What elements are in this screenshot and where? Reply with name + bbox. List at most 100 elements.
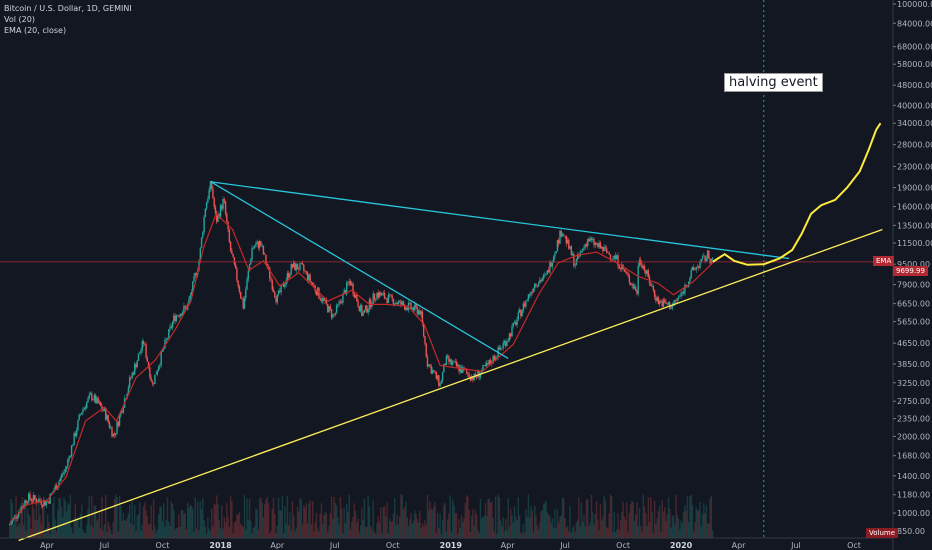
price-axis[interactable]: 850.00 1000.00 1180.00 1400.00 1680.00 2000.0… bbox=[892, 0, 932, 550]
candle-body bbox=[583, 247, 585, 249]
volume-bar bbox=[137, 514, 140, 538]
candle-body bbox=[319, 298, 321, 300]
candle-body bbox=[151, 381, 154, 384]
candle-body bbox=[563, 234, 565, 236]
volume-bar bbox=[391, 521, 393, 538]
volume-bar bbox=[97, 518, 99, 538]
volume-bar bbox=[700, 526, 703, 538]
candle-body bbox=[98, 402, 101, 404]
candle-body bbox=[441, 372, 444, 381]
candle-body bbox=[49, 493, 51, 504]
cyan-trendline bbox=[210, 181, 509, 359]
volume-bar bbox=[208, 528, 210, 538]
candle-body bbox=[585, 244, 588, 247]
volume-bar bbox=[592, 512, 594, 538]
volume-bar bbox=[112, 521, 114, 538]
candle-body bbox=[679, 296, 681, 297]
candle-body bbox=[472, 376, 474, 380]
candle-body bbox=[512, 322, 514, 327]
candle-body bbox=[296, 263, 299, 270]
volume-bar bbox=[376, 523, 378, 538]
candle-body bbox=[431, 370, 434, 374]
ema-price-tag: EMA bbox=[873, 256, 895, 266]
volume-bar bbox=[618, 529, 620, 538]
y-tick-label: 1680.00 bbox=[897, 452, 930, 461]
candle-body bbox=[69, 456, 72, 457]
volume-bar bbox=[110, 530, 112, 538]
candle-body bbox=[619, 268, 622, 270]
candle-body bbox=[486, 362, 488, 366]
volume-bar bbox=[705, 505, 708, 538]
candle-body bbox=[169, 326, 171, 330]
volume-bar bbox=[474, 510, 477, 538]
candle-body bbox=[96, 397, 98, 404]
volume-bar bbox=[570, 532, 573, 538]
volume-bar bbox=[299, 498, 301, 538]
volume-bar bbox=[411, 523, 414, 538]
volume-bar bbox=[43, 500, 45, 538]
volume-bar bbox=[108, 525, 111, 538]
candle-body bbox=[219, 205, 222, 218]
volume-bar bbox=[416, 519, 419, 538]
volume-bar bbox=[221, 505, 223, 538]
candle-body bbox=[598, 242, 600, 247]
candle-body bbox=[55, 485, 58, 490]
volume-bar bbox=[253, 526, 256, 538]
volume-bar bbox=[157, 514, 160, 538]
volume-bar bbox=[669, 508, 671, 538]
volume-bar bbox=[189, 505, 191, 538]
volume-bar bbox=[284, 506, 286, 538]
candle-body bbox=[694, 269, 696, 271]
volume-bar bbox=[401, 494, 403, 538]
halving-event-label[interactable]: halving event bbox=[724, 73, 823, 92]
volume-bar bbox=[289, 512, 291, 538]
candle-body bbox=[115, 433, 117, 435]
candle-body bbox=[426, 356, 429, 367]
volume-bar bbox=[373, 531, 376, 538]
candle-body bbox=[502, 343, 504, 349]
time-axis[interactable]: Apr Jul Oct 2018 Apr Jul Oct 2019 Apr Jul Oct 2020 A… bbox=[0, 537, 893, 550]
candle-body bbox=[120, 411, 122, 416]
volume-bar bbox=[342, 533, 344, 538]
volume-bar bbox=[17, 522, 20, 538]
volume-bar bbox=[91, 495, 93, 538]
candle-body bbox=[521, 310, 523, 317]
volume-bar bbox=[421, 523, 424, 538]
volume-bar bbox=[69, 494, 72, 538]
volume-bar bbox=[551, 518, 554, 538]
candle-body bbox=[551, 262, 554, 267]
volume-bar bbox=[648, 522, 651, 538]
volume-bar bbox=[319, 513, 321, 538]
y-tick-label: 34000.00 bbox=[897, 119, 932, 128]
candle-body bbox=[416, 307, 419, 315]
volume-bar bbox=[340, 508, 343, 538]
volume-bar bbox=[179, 526, 181, 538]
candle-body bbox=[232, 253, 234, 258]
volume-bar bbox=[33, 508, 35, 538]
candle-body bbox=[34, 495, 36, 499]
candle-body bbox=[214, 206, 217, 214]
volume-bar bbox=[304, 507, 306, 538]
volume-bar bbox=[428, 509, 430, 538]
volume-bar bbox=[493, 531, 496, 538]
candle-body bbox=[334, 312, 337, 315]
candle-body bbox=[470, 376, 473, 381]
candle-body bbox=[515, 321, 517, 326]
volume-bar bbox=[690, 494, 692, 538]
volume-bar bbox=[563, 498, 565, 538]
candle-body bbox=[79, 414, 82, 415]
candle-body bbox=[628, 275, 631, 283]
y-tick-label: 13500.00 bbox=[897, 221, 932, 230]
volume-bar bbox=[229, 496, 232, 538]
candle-body bbox=[706, 250, 709, 259]
volume-bar bbox=[175, 528, 178, 538]
volume-bar bbox=[356, 522, 358, 538]
candle-body bbox=[621, 264, 623, 270]
candle-body bbox=[710, 259, 713, 264]
volume-bar bbox=[164, 526, 166, 538]
volume-bar bbox=[140, 530, 142, 538]
volume-bar bbox=[465, 495, 468, 538]
volume-bar bbox=[139, 502, 141, 538]
candle-body bbox=[566, 239, 569, 244]
